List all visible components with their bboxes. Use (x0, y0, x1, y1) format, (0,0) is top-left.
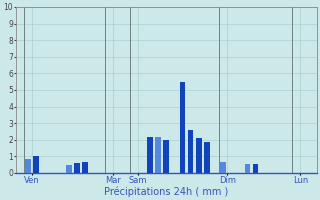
Bar (180, 82, 185, 173)
Bar (25, 159, 31, 173)
Bar (204, 142, 210, 173)
Bar (155, 137, 161, 173)
Bar (82, 162, 88, 173)
Bar (244, 164, 250, 173)
Bar (33, 156, 39, 173)
Bar (253, 164, 259, 173)
Bar (163, 140, 169, 173)
Bar (188, 130, 193, 173)
X-axis label: Précipitations 24h ( mm ): Précipitations 24h ( mm ) (104, 186, 228, 197)
Bar (220, 162, 226, 173)
Bar (66, 165, 72, 173)
Bar (196, 138, 202, 173)
Bar (147, 137, 153, 173)
Bar (74, 163, 80, 173)
